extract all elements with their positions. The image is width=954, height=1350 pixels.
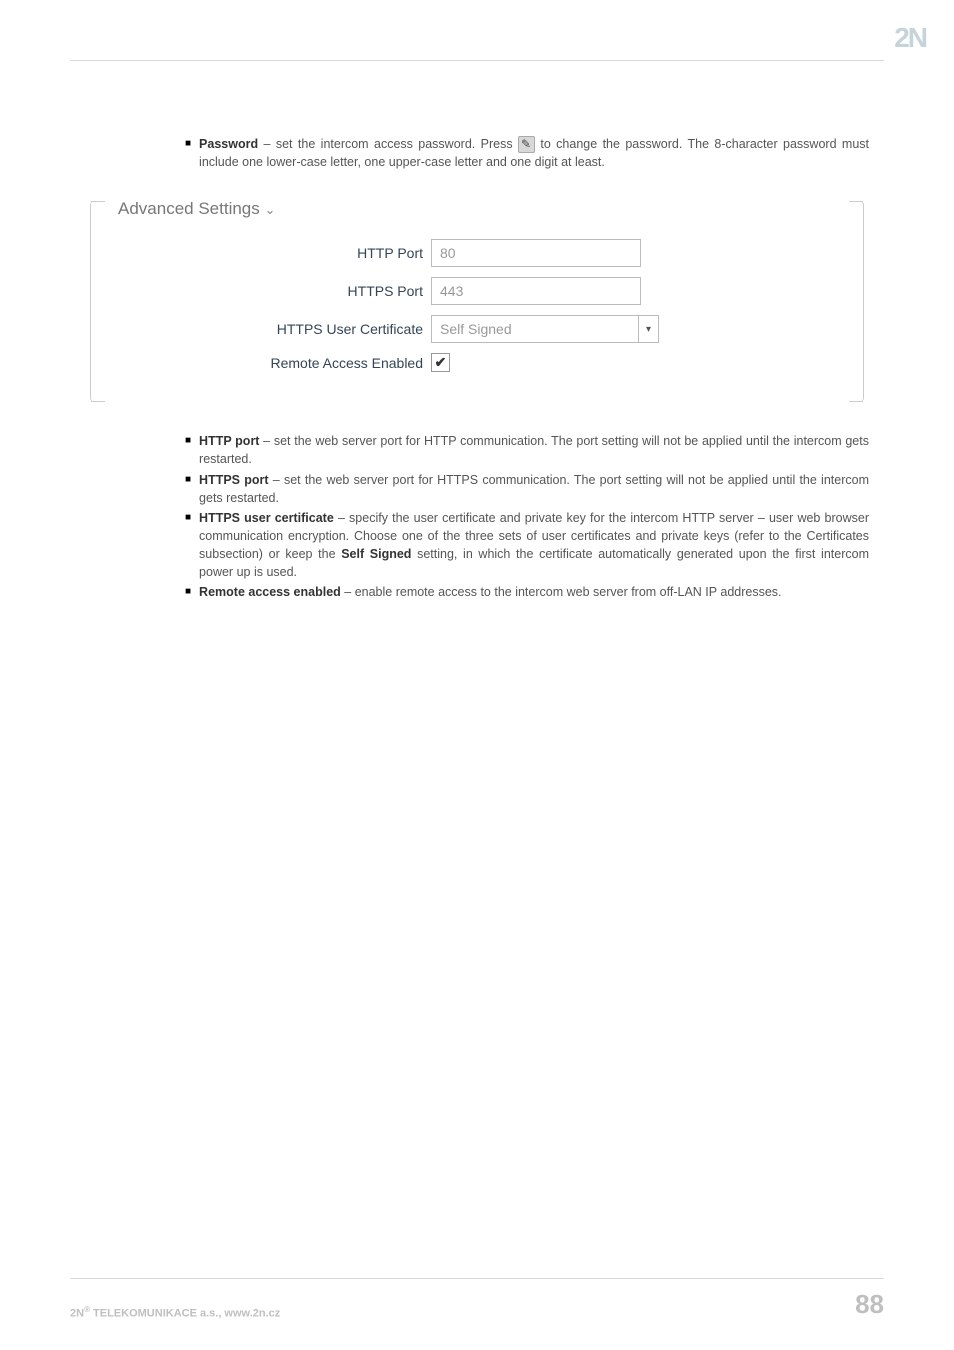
http-port-row: HTTP Port xyxy=(121,239,833,267)
bullet-icon: ■ xyxy=(185,135,191,171)
https-cert-row: HTTPS User Certificate Self Signed ▾ xyxy=(121,315,833,343)
intro-paragraph: ■ Password – set the intercom access pas… xyxy=(185,135,869,171)
bullet-strong: HTTP port xyxy=(199,434,259,448)
https-port-input[interactable] xyxy=(431,277,641,305)
remote-access-checkbox[interactable]: ✔ xyxy=(431,353,450,372)
bullet-strong: Remote access enabled xyxy=(199,585,341,599)
bullet-body: – enable remote access to the intercom w… xyxy=(341,585,782,599)
footer-company: 2N® TELEKOMUNIKACE a.s., www.2n.cz xyxy=(70,1305,280,1320)
bullet-icon: ■ xyxy=(185,471,191,507)
bullet-body: – set the web server port for HTTP commu… xyxy=(199,434,869,466)
http-port-label: HTTP Port xyxy=(121,245,431,261)
bullet-strong: HTTPS port xyxy=(199,473,269,487)
https-cert-label: HTTPS User Certificate xyxy=(121,321,431,337)
bullet-list: ■ HTTP port – set the web server port fo… xyxy=(185,432,869,601)
bullet-body: – set the web server port for HTTPS comm… xyxy=(199,473,869,505)
http-port-input[interactable] xyxy=(431,239,641,267)
page-footer: 2N® TELEKOMUNIKACE a.s., www.2n.cz 88 xyxy=(70,1278,884,1320)
list-item: ■ HTTPS user certificate – specify the u… xyxy=(185,509,869,582)
https-cert-select[interactable]: Self Signed ▾ xyxy=(431,315,659,343)
advanced-settings-panel: Advanced Settings ⌄ HTTP Port HTTPS Port… xyxy=(90,201,864,402)
list-item: ■ HTTP port – set the web server port fo… xyxy=(185,432,869,468)
bullet-icon: ■ xyxy=(185,432,191,468)
intro-before: – set the intercom access password. Pres… xyxy=(258,137,518,151)
bullet-icon: ■ xyxy=(185,583,191,601)
bullet-strong-2: Self Signed xyxy=(341,547,411,561)
intro-strong: Password xyxy=(199,137,258,151)
list-item: ■ Remote access enabled – enable remote … xyxy=(185,583,869,601)
bullet-icon: ■ xyxy=(185,509,191,582)
dropdown-arrow-icon: ▾ xyxy=(638,316,658,342)
bullet-strong: HTTPS user certificate xyxy=(199,511,334,525)
remote-access-row: Remote Access Enabled ✔ xyxy=(121,353,833,372)
https-port-row: HTTPS Port xyxy=(121,277,833,305)
remote-access-label: Remote Access Enabled xyxy=(121,355,431,371)
list-item: ■ HTTPS port – set the web server port f… xyxy=(185,471,869,507)
page-number: 88 xyxy=(855,1289,884,1320)
header-divider xyxy=(70,60,884,61)
brand-logo: 2N xyxy=(894,22,926,54)
https-cert-value: Self Signed xyxy=(432,321,638,337)
https-port-label: HTTPS Port xyxy=(121,283,431,299)
intro-text: Password – set the intercom access passw… xyxy=(199,135,869,171)
edit-icon[interactable] xyxy=(518,136,535,153)
